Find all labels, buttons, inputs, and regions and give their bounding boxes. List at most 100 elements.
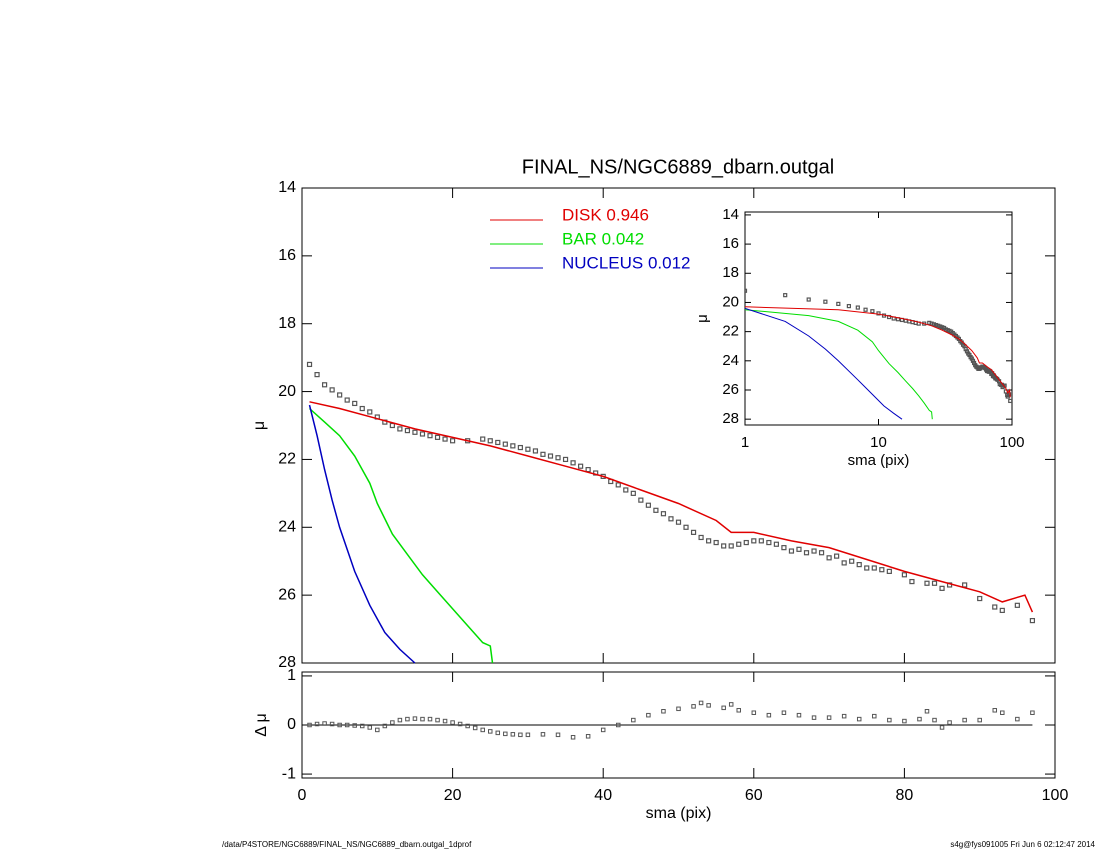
residual-point — [841, 713, 847, 719]
data-point — [811, 548, 817, 554]
data-point — [806, 297, 811, 302]
data-point — [615, 482, 621, 488]
y-tick-label: 26 — [278, 586, 296, 603]
data-point — [397, 426, 403, 432]
x-tick-label: 10 — [870, 434, 887, 451]
residual-point — [435, 717, 440, 723]
data-point — [728, 543, 734, 549]
residual-point — [412, 716, 418, 721]
residual-point — [450, 720, 455, 725]
data-point — [427, 433, 433, 439]
data-point — [886, 568, 892, 574]
residual-point — [600, 727, 606, 733]
data-point — [992, 604, 998, 610]
data-point — [773, 541, 779, 547]
residual-point — [661, 709, 666, 714]
data-point — [796, 546, 802, 552]
residual-point — [698, 700, 704, 706]
data-point — [502, 441, 508, 447]
data-point — [495, 439, 501, 446]
data-point — [344, 397, 350, 403]
residual-point — [676, 706, 681, 712]
residual-point — [811, 715, 817, 720]
x-axis-label: sma (pix) — [646, 805, 712, 822]
residual-point — [397, 717, 403, 723]
data-point — [901, 572, 908, 578]
x-tick-label: 40 — [594, 787, 612, 804]
residual-point — [382, 723, 388, 729]
data-point — [638, 497, 644, 503]
residual-point — [766, 712, 772, 718]
residual-point — [525, 732, 531, 738]
residual-point — [570, 735, 576, 740]
data-point — [931, 322, 936, 327]
series-line — [309, 401, 1034, 613]
residual-point — [585, 734, 591, 739]
plot-area — [306, 361, 1036, 664]
residual-point — [472, 725, 478, 731]
data-point — [962, 582, 968, 588]
y-tick-label: 0 — [287, 716, 296, 733]
data-point — [909, 578, 915, 585]
data-point — [823, 299, 828, 304]
data-point — [540, 451, 546, 457]
data-point — [668, 516, 674, 522]
data-point — [450, 438, 456, 444]
data-point — [690, 529, 697, 535]
residual-point — [646, 712, 651, 718]
data-point — [783, 293, 788, 298]
residual-point — [728, 702, 734, 707]
data-point — [1008, 398, 1012, 404]
data-point — [630, 490, 636, 496]
plot-frame — [301, 187, 1056, 664]
data-point — [517, 444, 523, 451]
data-point — [570, 460, 576, 466]
data-point — [836, 301, 841, 307]
data-point — [977, 595, 983, 602]
series-line — [745, 309, 933, 420]
data-point — [870, 309, 875, 314]
data-point — [359, 405, 365, 412]
x-tick-label: 0 — [298, 787, 307, 804]
data-point — [758, 538, 764, 544]
data-point — [855, 305, 860, 310]
series-line — [308, 404, 416, 664]
data-point — [675, 519, 682, 525]
residual-point — [856, 716, 862, 722]
data-point — [721, 543, 727, 549]
data-point — [389, 422, 395, 429]
y-tick-label: 14 — [278, 179, 296, 196]
residual-point — [375, 727, 380, 733]
y-tick-label: 22 — [722, 323, 739, 340]
residual-point — [977, 717, 982, 723]
residual-point — [962, 717, 967, 723]
x-tick-label: 100 — [999, 434, 1024, 451]
residual-point — [555, 732, 561, 738]
residual-point — [465, 723, 470, 729]
residual-point — [631, 717, 636, 723]
y-tick-label: 28 — [278, 654, 296, 671]
data-point — [864, 565, 870, 571]
residual-point — [420, 716, 425, 722]
y-tick-label: 20 — [722, 293, 739, 310]
data-point — [856, 562, 862, 568]
y-axis-label: μ — [251, 421, 268, 430]
data-point — [781, 545, 787, 551]
residual-point — [751, 710, 757, 715]
y-tick-label: 18 — [278, 315, 296, 332]
residual-point — [329, 721, 335, 727]
residual-point — [826, 715, 832, 720]
data-point — [927, 320, 932, 325]
residual-point — [488, 729, 493, 734]
data-point — [886, 314, 892, 320]
y-tick-label: 28 — [722, 410, 739, 427]
plot-area — [745, 288, 1012, 420]
residual-point — [924, 709, 930, 714]
residual-point — [314, 721, 320, 727]
y-tick-label: 26 — [722, 381, 739, 398]
data-point — [933, 322, 939, 328]
residual-point — [887, 717, 892, 723]
residual-point — [442, 718, 448, 724]
series-line — [745, 306, 1011, 398]
y-tick-label: -1 — [282, 765, 296, 782]
